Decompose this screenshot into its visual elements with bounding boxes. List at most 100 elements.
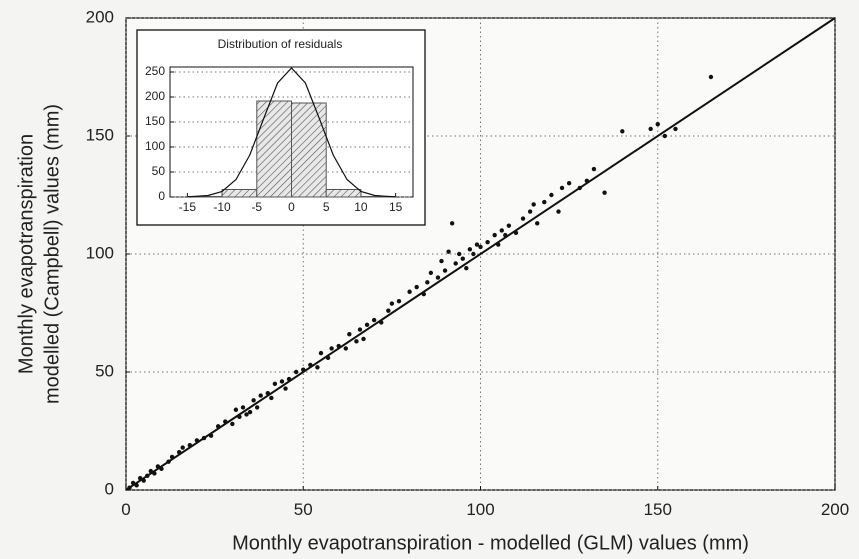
data-point [251, 398, 256, 403]
data-point [336, 343, 341, 349]
data-point [506, 223, 512, 228]
data-point [591, 166, 597, 172]
y-tick-label: 100 [86, 243, 114, 262]
data-point [361, 336, 366, 342]
y-tick-label: 150 [86, 125, 114, 144]
data-point [407, 289, 412, 294]
data-point [421, 291, 426, 297]
y-tick-label: 50 [152, 164, 166, 178]
x-tick-label: 0 [288, 200, 295, 214]
data-point [240, 405, 246, 410]
data-point [308, 362, 313, 368]
x-tick-label: -15 [179, 200, 197, 214]
data-point [442, 268, 448, 273]
data-point [233, 407, 239, 412]
y-tick-label: 200 [86, 7, 114, 26]
data-point [145, 473, 150, 479]
data-point [467, 247, 473, 252]
data-point [159, 466, 164, 471]
x-tick-label: 150 [644, 500, 672, 519]
data-point [201, 435, 207, 441]
histogram-bar [325, 189, 362, 198]
data-point [457, 251, 462, 257]
data-point [531, 202, 536, 207]
y-tick-label: 100 [145, 139, 165, 153]
data-point [648, 126, 653, 132]
x-tick-label: 50 [294, 500, 313, 519]
data-point [166, 459, 171, 464]
data-point [428, 270, 434, 276]
data-point [215, 424, 221, 429]
data-point [673, 126, 678, 132]
data-point [269, 395, 274, 401]
data-point [446, 249, 451, 254]
data-point [254, 405, 260, 410]
data-point [318, 350, 324, 356]
data-point [396, 299, 402, 304]
data-point [315, 365, 320, 370]
data-point [435, 275, 441, 280]
data-point [513, 230, 519, 235]
data-point [137, 476, 143, 481]
data-point [325, 355, 331, 361]
histogram-bar [256, 100, 292, 198]
data-point [279, 379, 285, 384]
data-point [272, 381, 278, 386]
data-point [577, 185, 582, 191]
y-tick-label: 0 [158, 189, 165, 203]
data-point [556, 209, 561, 214]
data-point [180, 445, 185, 450]
data-point [549, 192, 554, 198]
data-point [542, 199, 547, 205]
data-point [453, 261, 458, 266]
data-point [520, 216, 526, 221]
x-tick-label: 0 [121, 500, 130, 519]
data-point [176, 450, 182, 455]
data-point [471, 251, 476, 257]
data-point [535, 221, 540, 226]
data-point [357, 327, 363, 332]
histogram-bar [291, 102, 327, 198]
y-tick-label: 200 [145, 89, 165, 103]
data-point [152, 471, 157, 476]
x-tick-label: 5 [323, 200, 330, 214]
y-axis-label: Monthly evapotranspiration [15, 134, 37, 374]
y-tick-label: 0 [105, 479, 114, 498]
y-tick-label: 150 [145, 114, 165, 128]
data-point [247, 409, 253, 415]
data-point [662, 133, 668, 139]
data-point [194, 438, 200, 443]
data-point [223, 419, 228, 424]
data-point [127, 485, 132, 490]
data-point [485, 240, 490, 245]
data-point [329, 346, 334, 351]
data-point [492, 232, 497, 238]
data-point [414, 284, 419, 290]
x-tick-label: 10 [354, 200, 368, 214]
histogram-bar [221, 189, 258, 198]
data-point [130, 480, 136, 486]
data-point [503, 232, 508, 238]
y-tick-label: 50 [95, 361, 114, 380]
data-point [283, 386, 288, 391]
data-point [258, 393, 263, 398]
y-axis-label: modelled (Campbell) values (mm) [41, 104, 63, 404]
data-point [527, 209, 533, 214]
data-point [496, 242, 501, 247]
data-point [559, 185, 565, 191]
data-point [354, 339, 359, 344]
data-point [439, 258, 444, 264]
data-point [141, 478, 146, 483]
data-point [230, 421, 235, 427]
data-point [708, 74, 714, 80]
y-tick-label: 250 [145, 64, 165, 78]
data-point [566, 181, 572, 186]
inset-title: Distribution of residuals [218, 37, 343, 51]
data-point [425, 280, 430, 285]
data-point [474, 242, 480, 247]
x-tick-label: 100 [466, 500, 494, 519]
data-point [655, 122, 660, 127]
data-point [208, 433, 214, 438]
